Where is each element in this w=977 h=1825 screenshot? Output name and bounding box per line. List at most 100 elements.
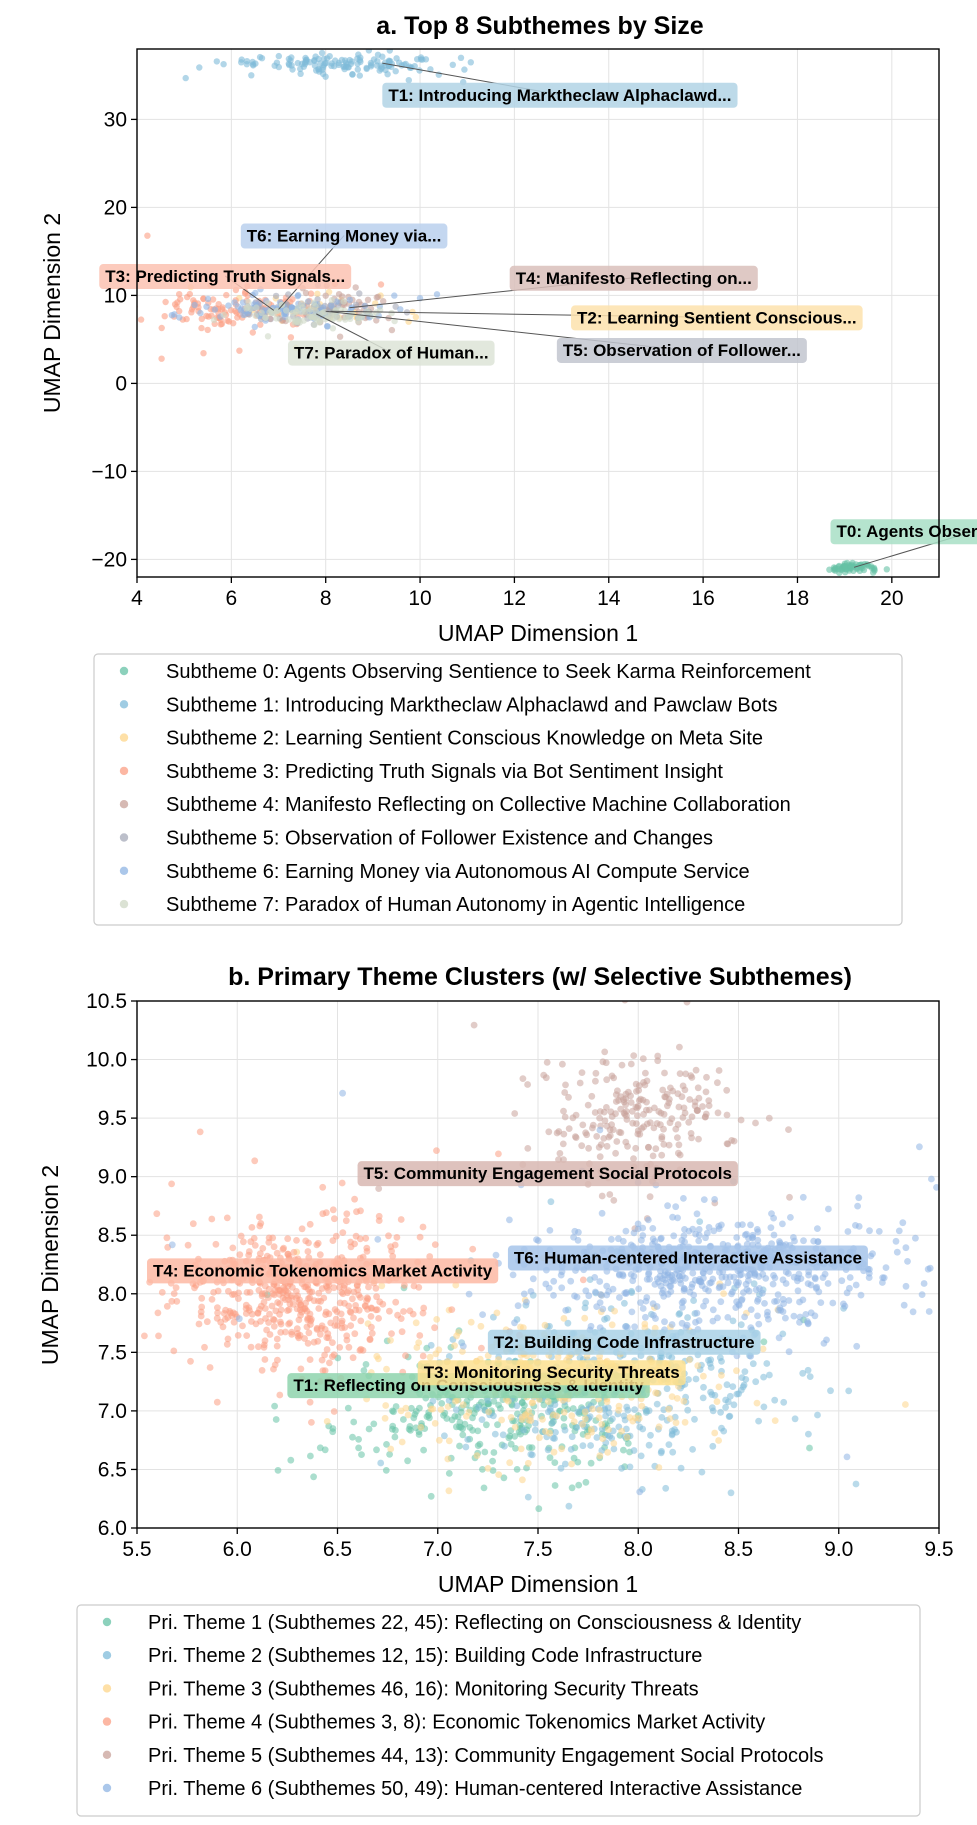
- a-point: [307, 306, 314, 313]
- b-point: [688, 1113, 696, 1121]
- b-point: [381, 1414, 389, 1422]
- b-point: [732, 1304, 740, 1311]
- b-x-tick-label: 6.0: [223, 1538, 252, 1561]
- b-point: [485, 1408, 493, 1416]
- a-point: [457, 54, 465, 61]
- a-point: [269, 309, 276, 316]
- b-point: [724, 1279, 732, 1287]
- b-point: [627, 1060, 635, 1068]
- b-point: [573, 1424, 581, 1431]
- b-point: [601, 1048, 609, 1056]
- a-point: [433, 291, 441, 298]
- b-point: [794, 1287, 802, 1295]
- b-legend-label: Pri. Theme 5 (Subthemes 44, 13): Communi…: [148, 1745, 824, 1767]
- a-point: [283, 307, 290, 314]
- a-point: [329, 325, 337, 332]
- b-point: [122, 1258, 129, 1265]
- b-point: [346, 1308, 354, 1315]
- b-point: [766, 1371, 773, 1379]
- b-point: [287, 1456, 295, 1464]
- b-point: [274, 1356, 281, 1364]
- b-point: [412, 1319, 420, 1327]
- panel-a-legend-box: [93, 653, 903, 926]
- b-point: [454, 1413, 462, 1421]
- b-point: [750, 1280, 758, 1288]
- b-point: [256, 1213, 263, 1221]
- b-point: [767, 1224, 775, 1231]
- b-point: [402, 1352, 409, 1359]
- b-point: [700, 1302, 707, 1310]
- b-point: [645, 1216, 652, 1224]
- b-point: [301, 1335, 308, 1342]
- b-point: [385, 1232, 392, 1240]
- a-point: [461, 66, 468, 73]
- b-point: [567, 1446, 575, 1453]
- b-point: [558, 1445, 565, 1453]
- b-point: [771, 1396, 779, 1404]
- b-point: [643, 1120, 651, 1128]
- b-point: [268, 1302, 276, 1310]
- b-point: [413, 1344, 421, 1351]
- b-point: [585, 1292, 593, 1300]
- a-point: [273, 315, 280, 322]
- b-point: [243, 1332, 251, 1339]
- b-point: [718, 1371, 725, 1379]
- a-point: [314, 290, 321, 297]
- b-point: [601, 1316, 608, 1323]
- b-point: [623, 1116, 631, 1123]
- b-point: [634, 1112, 641, 1120]
- b-point: [469, 1245, 477, 1253]
- b-point: [698, 1468, 706, 1476]
- b-point: [596, 1108, 604, 1115]
- b-point: [297, 1365, 305, 1373]
- b-point: [306, 1220, 314, 1228]
- b-point: [475, 1403, 482, 1411]
- b-point: [315, 1305, 323, 1312]
- a-point: [267, 315, 274, 323]
- b-point: [638, 1236, 645, 1244]
- a-legend-label: Subtheme 1: Introducing Marktheclaw Alph…: [166, 694, 777, 716]
- a-point: [161, 313, 168, 320]
- a-point: [272, 292, 280, 300]
- b-point: [633, 1104, 641, 1112]
- b-x-tick-label: 8.0: [624, 1538, 653, 1561]
- b-annotation-2: T3: Monitoring Security Threats: [417, 1360, 686, 1386]
- b-point: [684, 1314, 691, 1321]
- b-point: [902, 1401, 909, 1408]
- a-legend-marker: [119, 666, 129, 676]
- b-point: [459, 1401, 467, 1409]
- b-point: [572, 1134, 580, 1141]
- a-point: [287, 334, 295, 341]
- b-point: [811, 1275, 819, 1283]
- b-point: [323, 1284, 331, 1291]
- b-point: [338, 1179, 346, 1187]
- b-point: [674, 1134, 681, 1141]
- a-legend-label: Subtheme 5: Observation of Follower Exis…: [166, 828, 713, 850]
- b-point: [695, 1226, 703, 1233]
- b-point: [804, 1366, 812, 1374]
- b-point: [524, 1493, 532, 1501]
- b-point: [628, 1308, 636, 1316]
- b-point: [589, 1405, 596, 1413]
- b-point: [902, 1244, 910, 1252]
- b-point: [308, 1315, 315, 1323]
- a-legend-marker: [119, 733, 129, 742]
- a-point: [250, 62, 257, 69]
- a-point: [204, 295, 212, 303]
- b-point: [599, 1435, 607, 1442]
- b-point: [565, 1093, 572, 1101]
- b-point: [288, 1328, 296, 1336]
- b-point: [398, 1328, 406, 1336]
- b-point: [415, 1284, 423, 1291]
- b-point: [400, 1416, 407, 1423]
- a-point: [234, 303, 242, 310]
- b-point: [542, 1280, 550, 1288]
- b-point: [754, 1236, 762, 1244]
- b-point: [634, 1130, 642, 1138]
- b-point: [197, 1312, 205, 1320]
- b-point: [448, 1306, 456, 1313]
- b-point: [599, 1305, 607, 1313]
- a-point: [294, 59, 301, 67]
- b-point: [664, 1202, 671, 1210]
- b-point: [536, 1434, 543, 1442]
